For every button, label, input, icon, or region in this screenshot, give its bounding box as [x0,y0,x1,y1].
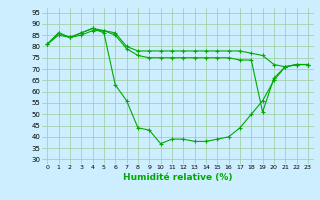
X-axis label: Humidité relative (%): Humidité relative (%) [123,173,232,182]
